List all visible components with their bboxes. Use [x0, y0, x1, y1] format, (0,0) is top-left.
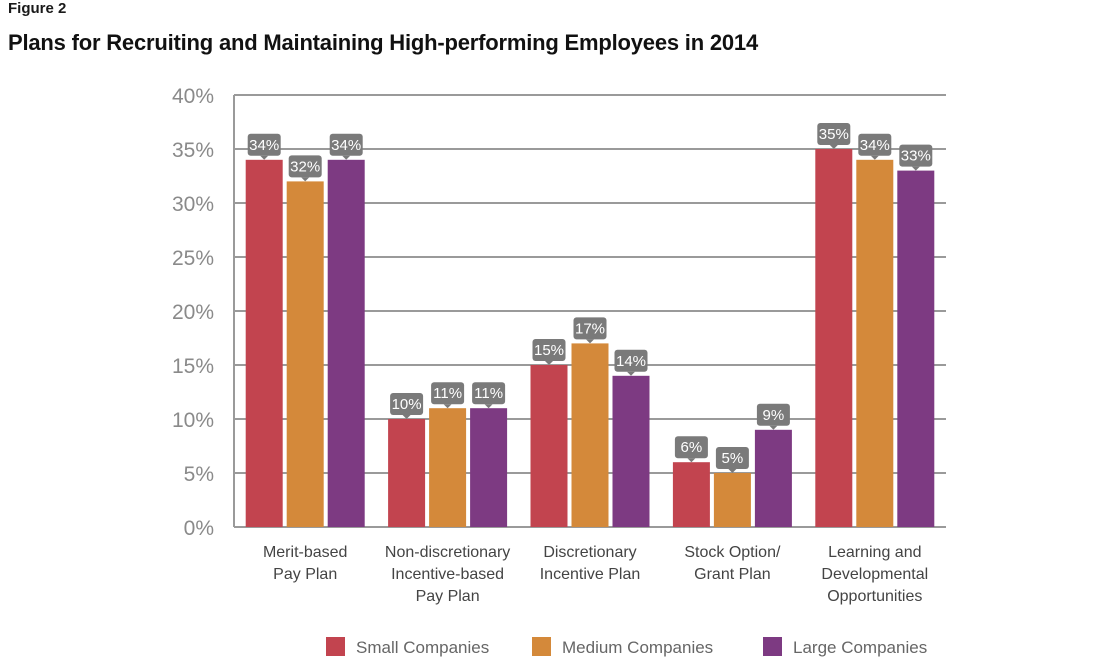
- x-tick-label-line: Pay Plan: [416, 588, 480, 605]
- bar: [470, 408, 508, 527]
- x-tick-label-line: Incentive Plan: [540, 566, 641, 583]
- data-label-badge: [472, 382, 506, 405]
- data-label: 11%: [474, 385, 503, 402]
- y-tick-label: 10%: [172, 409, 214, 432]
- legend-swatch: [763, 637, 782, 656]
- x-tick-label-line: Discretionary: [543, 544, 636, 561]
- y-tick-label: 30%: [172, 193, 214, 216]
- data-label-badge: [532, 339, 566, 361]
- data-label: 11%: [433, 385, 462, 402]
- data-label: 35%: [819, 126, 849, 143]
- figure-label: Figure 2: [8, 0, 67, 17]
- data-label-pointer: [260, 155, 269, 160]
- data-label-badge: [329, 133, 363, 156]
- data-label-pointer: [301, 177, 310, 182]
- data-label: 6%: [681, 439, 703, 456]
- bar: [754, 429, 792, 527]
- data-label-pointer: [402, 415, 411, 419]
- data-label-badge: [431, 382, 465, 405]
- x-tick-label-line: Merit-based: [263, 544, 347, 561]
- data-label: 34%: [331, 137, 361, 154]
- data-label-pointer: [443, 404, 452, 409]
- data-label: 17%: [575, 320, 605, 337]
- data-label-pointer: [769, 425, 778, 430]
- data-label-badge: [715, 447, 749, 469]
- bar: [530, 365, 568, 527]
- x-tick-label-line: Pay Plan: [273, 566, 337, 583]
- bar: [388, 419, 426, 527]
- y-tick-label: 0%: [184, 517, 214, 540]
- x-tick-label: Stock Option/Grant Plan: [684, 544, 781, 583]
- data-label-badge: [674, 436, 708, 459]
- bar: [672, 462, 710, 527]
- bar: [612, 375, 650, 527]
- chart-title: Plans for Recruiting and Maintaining Hig…: [8, 30, 759, 55]
- data-label: 32%: [290, 158, 320, 175]
- data-label-badge: [573, 317, 607, 340]
- bar: [856, 159, 894, 528]
- x-tick-label: Non-discretionary Incentive-based Pay Plan: [385, 544, 510, 605]
- bar: [897, 170, 935, 527]
- legend-swatch: [326, 637, 345, 656]
- y-tick-label: 15%: [172, 355, 214, 378]
- x-tick-label-line: Stock Option/: [684, 544, 781, 561]
- data-label: 5%: [722, 450, 744, 467]
- legend-label: Large Companies: [793, 638, 927, 657]
- data-label-pointer: [342, 155, 351, 160]
- data-label-badge: [247, 133, 281, 156]
- data-label: 34%: [249, 137, 279, 154]
- bar: [245, 159, 283, 528]
- bar: [429, 408, 467, 527]
- data-label-badge: [899, 144, 933, 167]
- data-label-pointer: [687, 458, 696, 463]
- data-label-badge: [288, 155, 322, 178]
- bar: [815, 149, 853, 527]
- data-label: 14%: [616, 353, 646, 370]
- data-label: 34%: [860, 137, 890, 154]
- legend-label: Medium Companies: [562, 638, 713, 657]
- x-tick-label-line: Non-discretionary: [385, 544, 510, 561]
- x-tick-label-line: Grant Plan: [694, 566, 770, 583]
- y-tick-label: 5%: [184, 463, 214, 486]
- data-label-badge: [858, 133, 892, 156]
- data-label: 9%: [763, 407, 785, 424]
- data-label-badge: [817, 123, 851, 145]
- x-tick-label-line: Opportunities: [827, 588, 922, 605]
- data-label-badge: [390, 393, 424, 415]
- data-label: 15%: [534, 342, 564, 359]
- bar: [327, 159, 365, 528]
- legend-swatch: [532, 637, 551, 656]
- data-label-pointer: [627, 371, 635, 376]
- x-tick-label-line: Learning and: [828, 544, 921, 561]
- bar: [286, 181, 324, 527]
- legend-label: Small Companies: [356, 638, 489, 657]
- x-tick-label-line: Developmental: [821, 566, 928, 583]
- data-label: 33%: [901, 148, 931, 165]
- data-label-pointer: [484, 404, 493, 409]
- bar: [571, 343, 609, 527]
- data-label-badge: [614, 349, 648, 372]
- x-tick-label: Discretionary Incentive Plan: [540, 544, 641, 583]
- data-label-pointer: [586, 339, 594, 344]
- data-label-pointer: [545, 361, 553, 365]
- y-tick-label: 35%: [172, 139, 214, 162]
- data-label: 10%: [392, 396, 422, 413]
- y-tick-label: 20%: [172, 301, 214, 324]
- bar: [713, 473, 751, 527]
- y-tick-label: 40%: [172, 85, 214, 108]
- data-label-pointer: [728, 469, 737, 473]
- data-label-pointer: [911, 166, 920, 171]
- y-tick-label: 25%: [172, 247, 214, 270]
- x-tick-label: Merit-based Pay Plan: [263, 544, 347, 583]
- x-tick-label-line: Incentive-based: [391, 566, 504, 583]
- x-tick-label: Learning and Developmental Opportunities: [821, 544, 928, 605]
- data-label-pointer: [870, 155, 879, 160]
- data-label-badge: [756, 403, 790, 426]
- data-label-pointer: [829, 145, 838, 149]
